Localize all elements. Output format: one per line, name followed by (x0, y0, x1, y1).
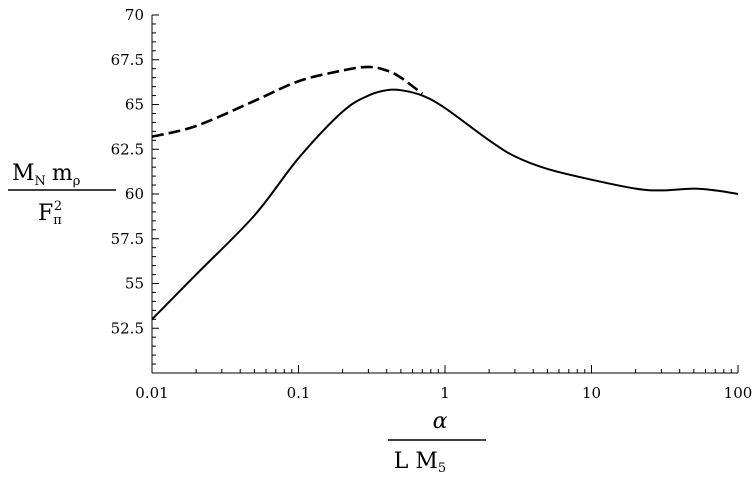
y-axis-label: MN mρ Fπ2 (8, 161, 116, 228)
series-layer (151, 65, 739, 321)
y-tick-label: 55 (125, 275, 144, 293)
x-label-den: L M (394, 449, 438, 474)
x-label-den-sub: 5 (438, 461, 446, 476)
x-tick-label: 100 (724, 384, 752, 402)
y-label-num2-sub: ρ (73, 174, 81, 189)
solid-series-line (151, 88, 739, 321)
y-tick-label: 70 (125, 6, 144, 24)
x-axis-label: α L M5 (388, 409, 486, 476)
y-tick-label: 57.5 (111, 230, 144, 248)
y-label-num1-sub: N (35, 174, 46, 189)
y-tick-label: 65 (125, 96, 144, 114)
y-tick-label: 52.5 (111, 319, 144, 337)
y-label-den-sub: π (53, 213, 62, 228)
y-tick-label: 62.5 (111, 140, 144, 158)
svg-text:L M5: L M5 (394, 449, 446, 476)
y-label-den-sup: 2 (54, 199, 62, 214)
y-label-num1: M (12, 161, 35, 186)
y-label-num2: m (52, 161, 73, 186)
y-tick-label: 67.5 (111, 51, 144, 69)
y-tick-label: 60 (125, 185, 144, 203)
axes: 52.5 55 57.5 60 62.5 65 67.5 70 0.01 0.1 1 10 100 (111, 6, 752, 402)
svg-text:Fπ2: Fπ2 (38, 199, 62, 228)
x-tick-label: 0.1 (287, 384, 311, 402)
x-tick-label: 0.01 (135, 384, 168, 402)
x-tick-label: 10 (582, 384, 601, 402)
x-label-num: α (433, 409, 448, 434)
y-label-den: F (38, 201, 53, 226)
x-tick-label: 1 (440, 384, 450, 402)
dashed-series-line (151, 65, 424, 138)
